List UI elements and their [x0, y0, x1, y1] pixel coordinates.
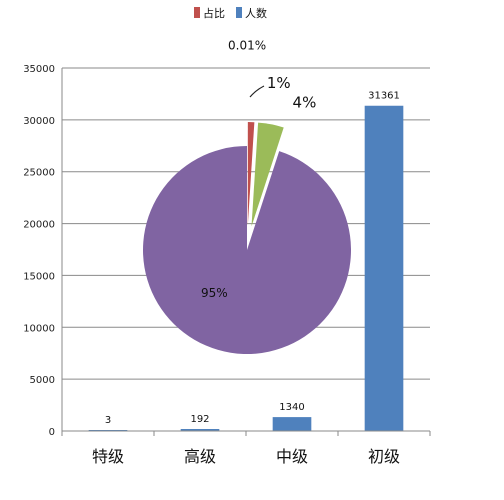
- y-tick-label: 35000: [23, 64, 55, 75]
- pie-slice-label: 95%: [201, 286, 228, 300]
- legend-swatch-pie: [194, 7, 200, 18]
- bar: [272, 417, 312, 431]
- y-tick-label: 20000: [23, 220, 55, 231]
- pie-slice: [247, 122, 255, 227]
- pie-slice-label: 1%: [267, 74, 291, 92]
- pie-slice: [251, 122, 284, 227]
- pie-slice-label: 0.01%: [228, 38, 266, 52]
- y-tick-label: 0: [49, 427, 55, 438]
- bar-data-label: 192: [190, 414, 209, 425]
- pie-slice-label: 4%: [293, 93, 317, 111]
- y-tick-label: 15000: [23, 271, 55, 282]
- y-tick-label: 10000: [23, 323, 55, 334]
- y-tick-label: 25000: [23, 168, 55, 179]
- x-category-label: 高级: [184, 447, 216, 466]
- y-tick-label: 30000: [23, 116, 55, 127]
- x-axis: 特级 高级 中级 初级: [61, 430, 431, 466]
- bar-data-label: 31361: [368, 91, 400, 102]
- bar: [364, 105, 404, 431]
- pie-chart: 0.01% 1%4% 95%: [143, 38, 352, 355]
- legend-label-bar: 人数: [245, 7, 267, 20]
- legend-swatch-bar: [236, 7, 242, 18]
- bar-data-label: 3: [105, 415, 111, 426]
- pie-label-leader-line: [249, 85, 265, 98]
- pie-slice: [143, 146, 352, 355]
- x-category-label: 特级: [92, 447, 124, 466]
- x-category-label: 中级: [276, 447, 308, 466]
- y-tick-label: 5000: [30, 375, 55, 386]
- bar-series: 3 192 1340 31361: [88, 91, 404, 431]
- legend: 占比 人数: [194, 6, 267, 20]
- y-axis: 0 5000 10000 15000 20000 25000 30000 35000: [23, 64, 63, 438]
- x-category-label: 初级: [368, 447, 400, 466]
- bar-data-label: 1340: [279, 402, 304, 413]
- legend-label-pie: 占比: [203, 6, 225, 20]
- bar: [180, 429, 220, 431]
